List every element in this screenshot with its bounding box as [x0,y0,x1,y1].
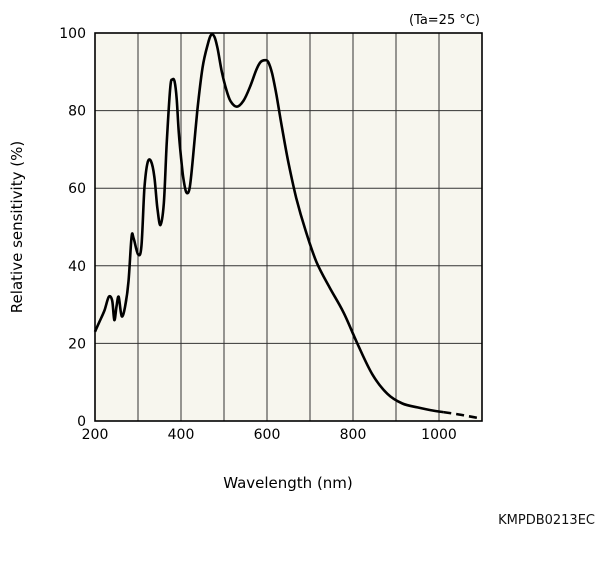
x-tick-label: 400 [168,427,195,443]
y-tick-label: 80 [68,104,86,120]
plot-frame [94,32,483,422]
plot-area [95,33,482,421]
y-tick-label: 40 [68,259,86,275]
y-axis-label: Relative sensitivity (%) [8,141,26,313]
sensitivity-curve-extrapolated [443,410,483,420]
x-tick-label: 200 [82,427,109,443]
x-tick-label: 1000 [421,427,457,443]
x-tick-label: 800 [340,427,367,443]
x-axis-label: Wavelength (nm) [223,474,353,492]
y-tick-label: 0 [77,414,86,430]
y-tick-labels: 0 20 40 60 80 100 [59,26,86,430]
x-tick-label: 600 [254,427,281,443]
sensitivity-curve [93,33,444,414]
y-tick-label: 60 [68,181,86,197]
series-layer [93,33,483,420]
y-tick-label: 100 [59,26,86,42]
grid [95,33,482,421]
y-tick-label: 20 [68,336,86,352]
x-tick-labels: 200 400 600 800 1000 [82,427,457,443]
document-code: KMPDB0213EC [498,513,595,528]
condition-note: (Ta=25 °C) [409,13,480,28]
